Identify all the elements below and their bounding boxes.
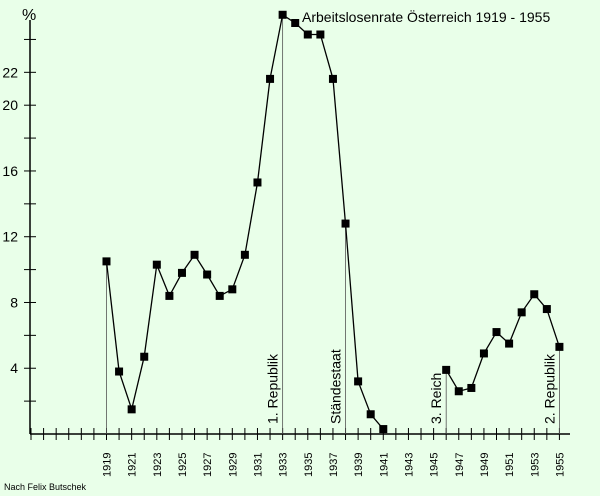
x-tick-label: 1931 (252, 453, 264, 477)
data-point (517, 308, 526, 317)
data-point (102, 257, 111, 266)
y-tick-label: 8 (10, 294, 18, 310)
x-tick-label: 1955 (554, 453, 566, 477)
data-point (467, 383, 476, 392)
data-point (152, 260, 161, 269)
chart-title: Arbeitslosenrate Österreich 1919 - 1955 (302, 8, 550, 25)
x-tick-label: 1933 (278, 453, 290, 477)
x-tick-label: 1929 (227, 453, 239, 477)
data-point (316, 30, 325, 39)
data-point (291, 19, 300, 27)
data-point (442, 365, 451, 374)
data-point (115, 367, 124, 376)
data-point (190, 250, 199, 259)
data-point (215, 291, 224, 300)
data-point (530, 290, 539, 299)
data-point (165, 291, 174, 300)
x-tick-label: 1947 (454, 453, 466, 477)
y-tick-label: 16 (2, 163, 18, 179)
y-tick-label: 12 (2, 229, 18, 245)
data-point (278, 10, 287, 19)
y-axis-label: % (22, 7, 36, 24)
data-point (253, 178, 262, 187)
data-point (454, 387, 463, 396)
x-tick-label: 1953 (529, 453, 541, 477)
series-line (445, 293, 561, 393)
data-point (354, 377, 363, 386)
x-tick-label: 1921 (127, 453, 139, 477)
x-tick-label: 1923 (152, 453, 164, 477)
x-tick-label: 1925 (177, 453, 189, 477)
data-point (505, 339, 514, 348)
credit-text: Nach Felix Butschek (4, 482, 87, 492)
era-annotation: 3. Reich (428, 373, 444, 424)
data-point (303, 30, 312, 39)
era-annotation: 2. Republik (541, 353, 557, 424)
x-tick-label: 1951 (504, 453, 516, 477)
x-tick-label: 1941 (378, 453, 390, 477)
y-tick-label: 20 (2, 97, 18, 113)
y-tick-label: 4 (10, 360, 18, 376)
data-point (341, 219, 350, 228)
x-tick-label: 1945 (429, 453, 441, 477)
data-point (555, 342, 564, 351)
data-point (479, 349, 488, 358)
x-tick-label: 1937 (328, 453, 340, 477)
data-point (266, 74, 275, 83)
x-tick-label: 1935 (303, 453, 315, 477)
data-point (203, 270, 212, 279)
data-point (366, 410, 375, 419)
data-point (177, 268, 186, 277)
data-point (240, 250, 249, 259)
y-tick-label: 22 (2, 64, 18, 80)
data-point (492, 328, 501, 337)
era-annotation: 1. Republik (265, 353, 281, 424)
era-annotation: Ständestaat (328, 349, 344, 424)
x-tick-label: 1919 (101, 453, 113, 477)
data-point (379, 425, 388, 434)
data-point (228, 285, 237, 294)
data-point (127, 405, 136, 414)
x-tick-label: 1949 (479, 453, 491, 477)
data-point (542, 305, 551, 314)
x-tick-label: 1939 (353, 453, 365, 477)
data-point (140, 352, 149, 361)
x-tick-label: 1943 (403, 453, 415, 477)
x-tick-label: 1927 (202, 453, 214, 477)
data-point (328, 74, 337, 83)
